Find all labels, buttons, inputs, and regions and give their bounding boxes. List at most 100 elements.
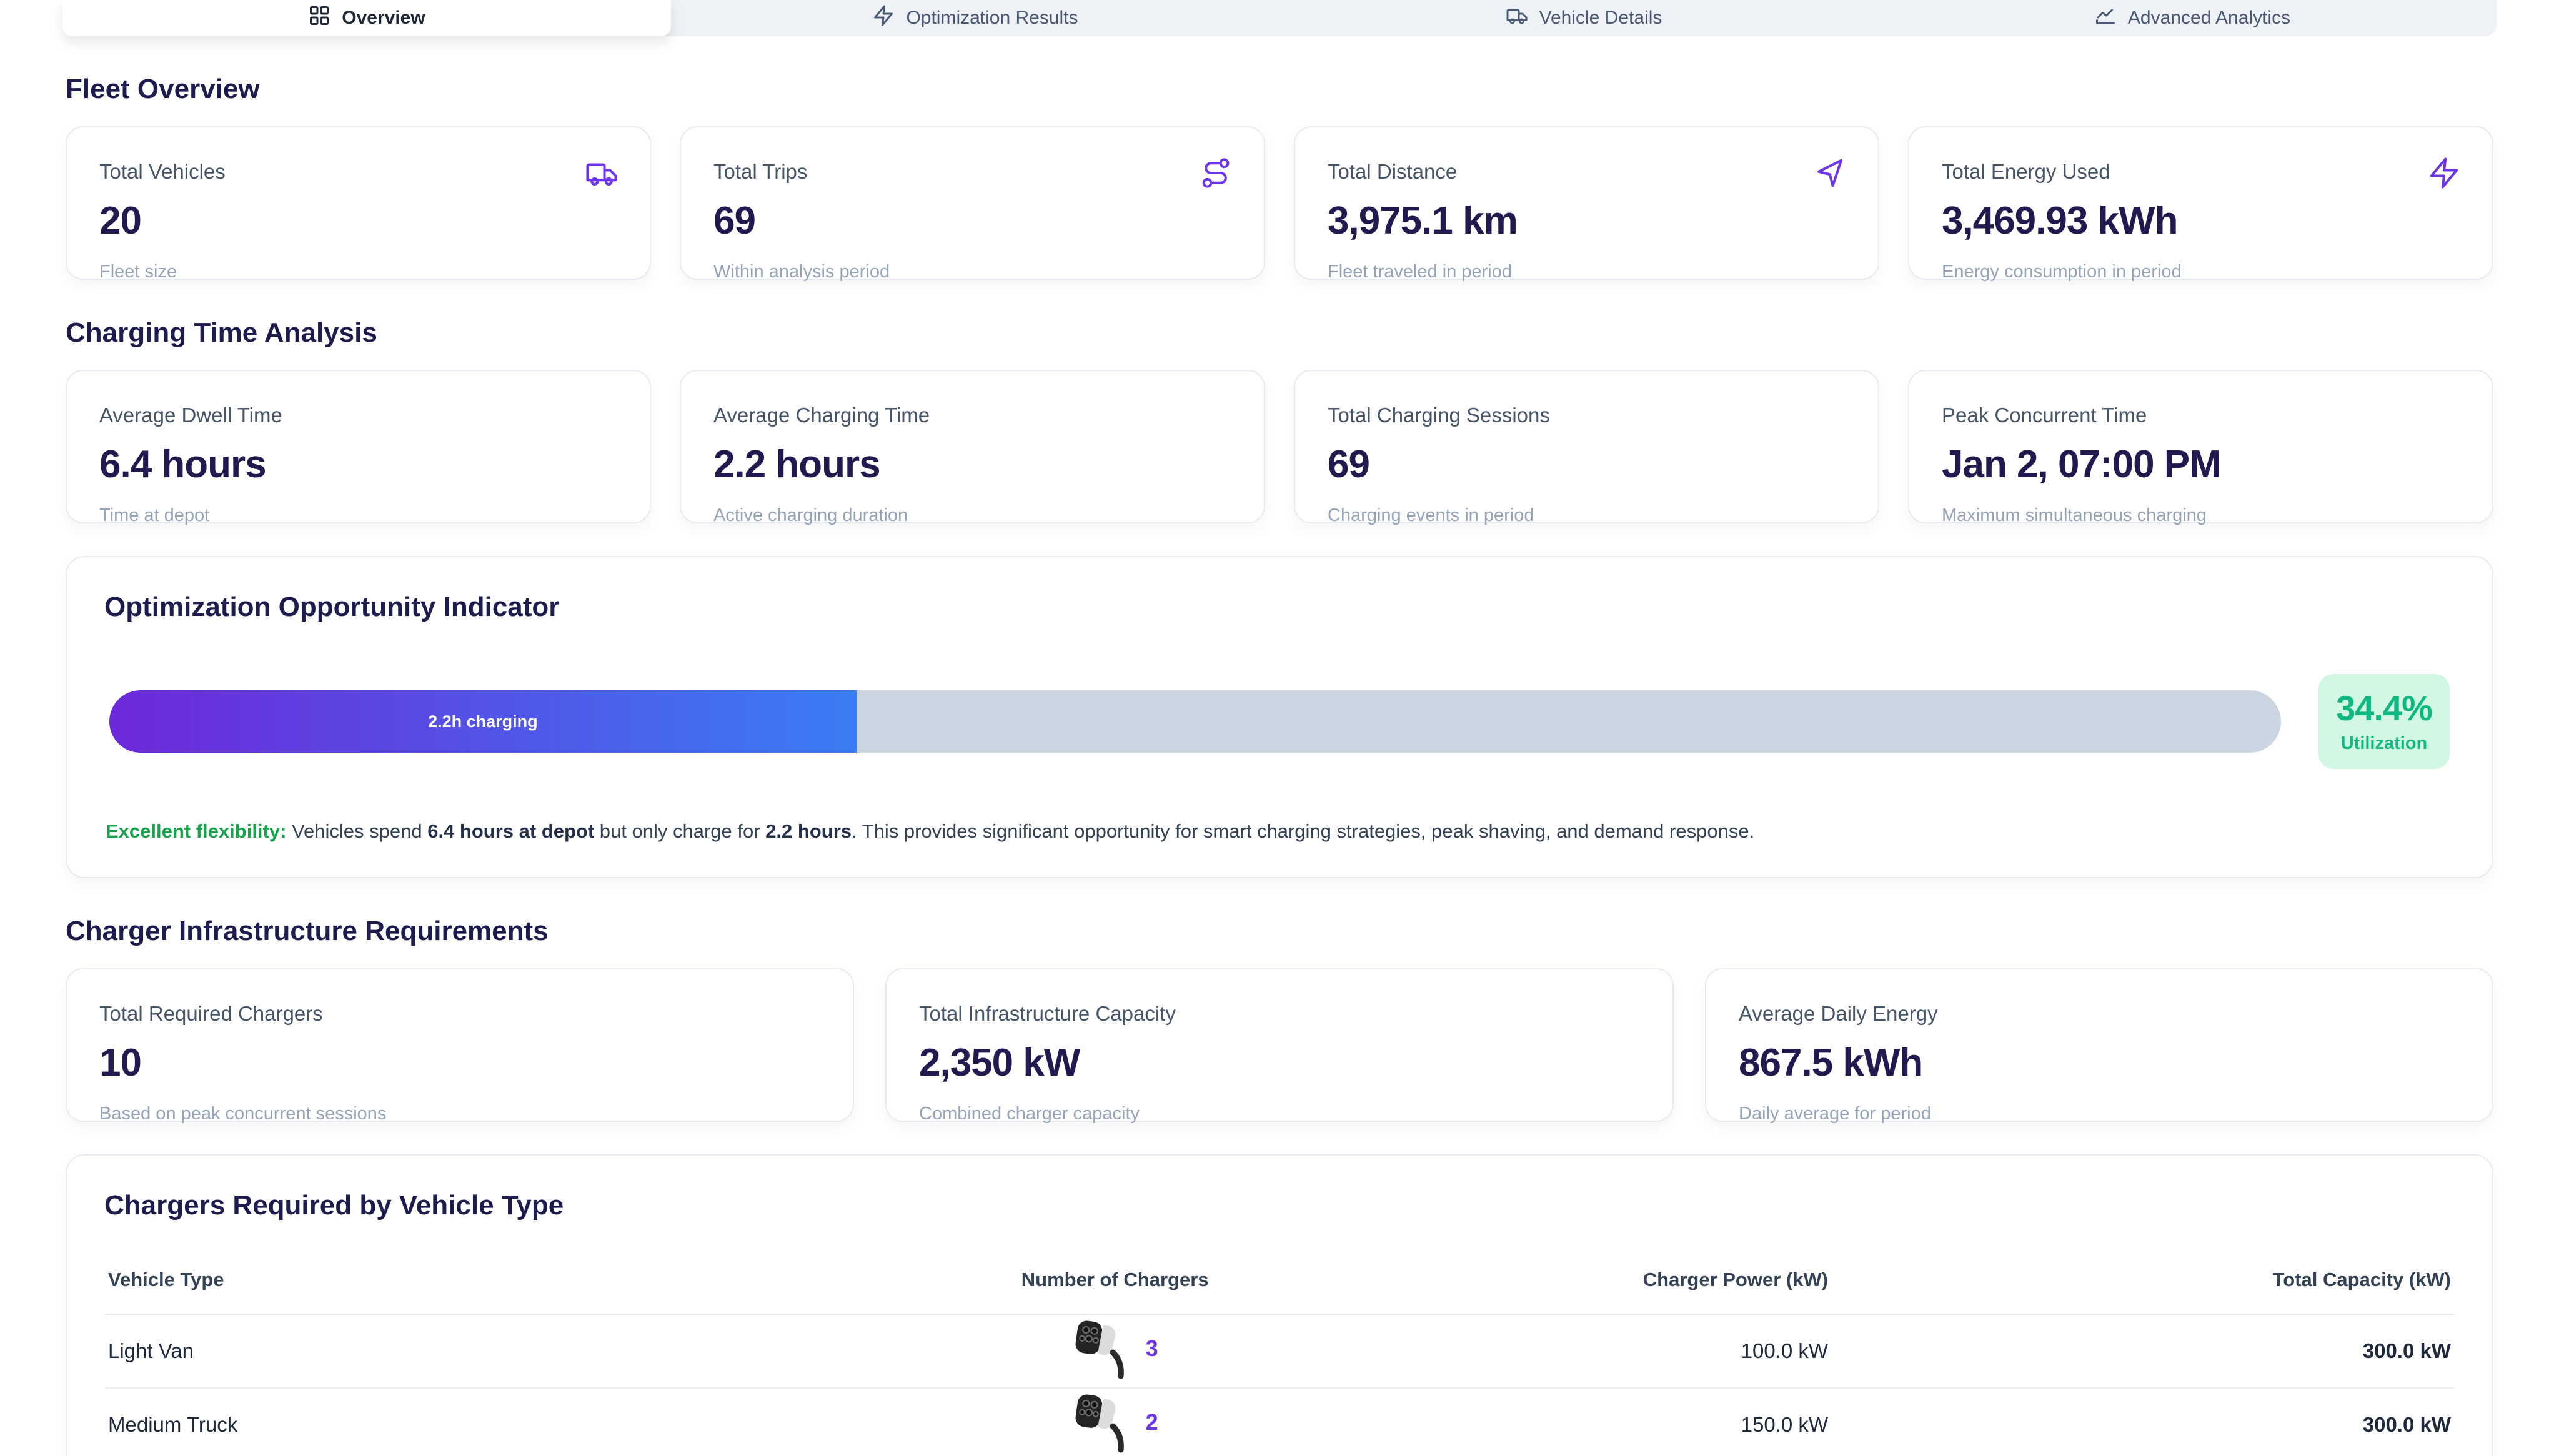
metric-card-daily-energy: Average Daily Energy 867.5 kWh Daily ave… [1705, 968, 2493, 1122]
tab-overview[interactable]: Overview [62, 0, 671, 36]
metric-card-total-trips: Total Trips 69 Within analysis period [680, 126, 1265, 280]
note-segment: 2.2 hours [765, 820, 852, 842]
metric-sub: Energy consumption in period [1942, 262, 2460, 282]
optimization-title: Optimization Opportunity Indicator [104, 592, 2455, 623]
optimization-bar-fill: 2.2h charging [109, 690, 857, 753]
metric-sub: Maximum simultaneous charging [1942, 505, 2460, 526]
col-total-capacity: Total Capacity (kW) [1832, 1251, 2455, 1314]
metric-sub: Fleet size [99, 262, 617, 282]
charger-table-title: Chargers Required by Vehicle Type [104, 1190, 2455, 1221]
col-number-of-chargers: Number of Chargers [810, 1251, 1421, 1314]
table-header-row: Vehicle Type Number of Chargers Charger … [104, 1251, 2455, 1314]
infrastructure-cards: Total Required Chargers 10 Based on peak… [66, 968, 2493, 1122]
metric-label: Average Daily Energy [1739, 1002, 2460, 1026]
tab-optimization-results[interactable]: Optimization Results [671, 0, 1280, 36]
tab-label: Optimization Results [906, 7, 1078, 29]
grid-icon [308, 4, 330, 32]
metric-sub: Combined charger capacity [919, 1104, 1640, 1124]
metric-card-total-sessions: Total Charging Sessions 69 Charging even… [1294, 370, 1879, 523]
metric-label: Total Energy Used [1942, 160, 2460, 184]
optimization-bar-track: 2.2h charging [109, 690, 2281, 753]
metric-label: Total Distance [1328, 160, 1846, 184]
navigation-icon [1813, 156, 1847, 190]
utilization-label: Utilization [2318, 733, 2450, 754]
metric-card-required-chargers: Total Required Chargers 10 Based on peak… [66, 968, 854, 1122]
tab-label: Advanced Analytics [2128, 7, 2290, 29]
infrastructure-title: Charger Infrastructure Requirements [66, 916, 2493, 947]
charger-power: 150.0 kW [1421, 1388, 1832, 1456]
utilization-badge: 34.4% Utilization [2318, 674, 2450, 769]
metric-label: Total Vehicles [99, 160, 617, 184]
utilization-value: 34.4% [2318, 688, 2450, 728]
truck-icon [585, 156, 619, 190]
metric-label: Total Charging Sessions [1328, 404, 1846, 427]
metric-value: 20 [99, 199, 617, 243]
charging-time-title: Charging Time Analysis [66, 317, 2493, 349]
note-segment: Excellent flexibility: [106, 820, 286, 842]
metric-label: Total Trips [713, 160, 1231, 184]
metric-card-avg-charging: Average Charging Time 2.2 hours Active c… [680, 370, 1265, 523]
metric-sub: Charging events in period [1328, 505, 1846, 526]
fleet-overview-cards: Total Vehicles 20 Fleet size Total Trips… [66, 126, 2493, 280]
optimization-bar-row: 2.2h charging 34.4% Utilization [104, 674, 2455, 769]
metric-value: 6.4 hours [99, 442, 617, 487]
metric-card-peak-concurrent: Peak Concurrent Time Jan 2, 07:00 PM Max… [1908, 370, 2493, 523]
main-content: Fleet Overview Total Vehicles 20 Fleet s… [0, 74, 2559, 1456]
zap-icon [872, 4, 895, 32]
note-segment: 6.4 hours at depot [427, 820, 594, 842]
metric-card-total-distance: Total Distance 3,975.1 km Fleet traveled… [1294, 126, 1879, 280]
route-icon [1199, 156, 1233, 190]
metric-value: 867.5 kWh [1739, 1041, 2460, 1085]
metric-card-infrastructure-capacity: Total Infrastructure Capacity 2,350 kW C… [885, 968, 1674, 1122]
charger-power: 100.0 kW [1421, 1314, 1832, 1388]
metric-sub: Active charging duration [713, 505, 1231, 526]
col-vehicle-type: Vehicle Type [104, 1251, 810, 1314]
charger-count: 2 [1146, 1409, 1158, 1435]
chart-line-icon [2094, 4, 2117, 32]
metric-sub: Within analysis period [713, 262, 1231, 282]
metric-value: 69 [1328, 442, 1846, 487]
tab-bar: Overview Optimization Results Vehicle De… [62, 0, 2497, 36]
total-capacity: 300.0 kW [1832, 1314, 2455, 1388]
vehicle-type: Light Van [104, 1314, 810, 1388]
ev-plug-icon [1072, 1391, 1141, 1454]
metric-value: 3,975.1 km [1328, 199, 1846, 243]
optimization-panel: Optimization Opportunity Indicator 2.2h … [66, 556, 2493, 878]
metric-label: Average Charging Time [713, 404, 1231, 427]
metric-value: 10 [99, 1041, 820, 1085]
metric-card-avg-dwell: Average Dwell Time 6.4 hours Time at dep… [66, 370, 651, 523]
note-segment: but only charge for [594, 820, 765, 842]
metric-value: 69 [713, 199, 1231, 243]
note-segment: . This provides significant opportunity … [852, 820, 1754, 842]
flexibility-note: Excellent flexibility: Vehicles spend 6.… [104, 820, 2455, 843]
metric-value: Jan 2, 07:00 PM [1942, 442, 2460, 487]
col-charger-power: Charger Power (kW) [1421, 1251, 1832, 1314]
tab-vehicle-details[interactable]: Vehicle Details [1280, 0, 1888, 36]
vehicle-type: Medium Truck [104, 1388, 810, 1456]
charger-count: 3 [1146, 1335, 1158, 1362]
metric-label: Total Required Chargers [99, 1002, 820, 1026]
metric-value: 2,350 kW [919, 1041, 1640, 1085]
metric-sub: Daily average for period [1739, 1104, 2460, 1124]
metric-sub: Fleet traveled in period [1328, 262, 1846, 282]
optimization-bar-label: 2.2h charging [428, 712, 538, 731]
table-row: Light Van 3 100.0 kW 300.0 kW [104, 1314, 2455, 1388]
metric-value: 3,469.93 kWh [1942, 199, 2460, 243]
metric-value: 2.2 hours [713, 442, 1231, 487]
total-capacity: 300.0 kW [1832, 1388, 2455, 1456]
truck-icon [1506, 4, 1528, 32]
metric-card-total-energy: Total Energy Used 3,469.93 kWh Energy co… [1908, 126, 2493, 280]
zap-icon [2427, 156, 2461, 190]
fleet-overview-title: Fleet Overview [66, 74, 2493, 105]
metric-label: Average Dwell Time [99, 404, 617, 427]
metric-sub: Based on peak concurrent sessions [99, 1104, 820, 1124]
metric-label: Total Infrastructure Capacity [919, 1002, 1640, 1026]
tab-label: Vehicle Details [1539, 7, 1662, 29]
charging-time-cards: Average Dwell Time 6.4 hours Time at dep… [66, 370, 2493, 523]
note-segment: Vehicles spend [286, 820, 427, 842]
charger-table-panel: Chargers Required by Vehicle Type Vehicl… [66, 1154, 2493, 1456]
metric-sub: Time at depot [99, 505, 617, 526]
tab-label: Overview [342, 7, 425, 29]
ev-plug-icon [1072, 1317, 1141, 1380]
tab-advanced-analytics[interactable]: Advanced Analytics [1888, 0, 2497, 36]
